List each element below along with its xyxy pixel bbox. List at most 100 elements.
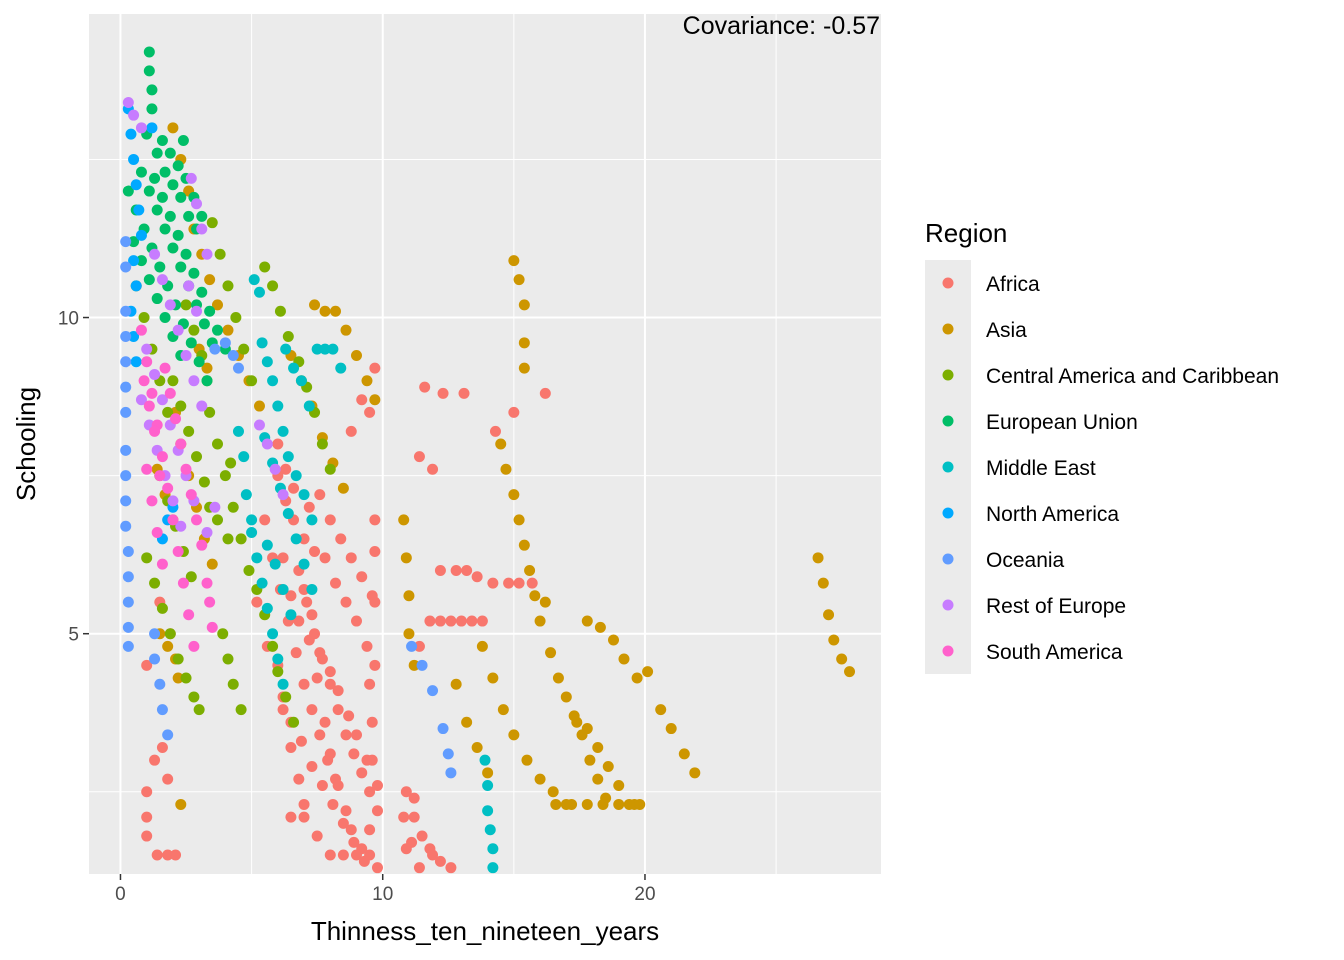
data-point bbox=[282, 451, 294, 463]
data-point bbox=[458, 387, 470, 399]
data-point bbox=[434, 855, 446, 867]
data-point bbox=[172, 160, 184, 172]
data-point bbox=[120, 356, 132, 368]
data-point bbox=[272, 653, 284, 665]
y-axis-title: Schooling bbox=[11, 387, 41, 501]
data-point bbox=[206, 621, 218, 633]
data-point bbox=[482, 767, 494, 779]
data-point bbox=[280, 343, 292, 355]
data-point bbox=[180, 299, 192, 311]
data-point bbox=[188, 267, 200, 279]
data-point bbox=[259, 261, 271, 273]
y-tick-label: 10 bbox=[58, 309, 79, 330]
x-tick-label: 0 bbox=[115, 884, 126, 905]
data-point bbox=[141, 811, 153, 823]
data-point bbox=[345, 425, 357, 437]
data-point bbox=[513, 514, 525, 526]
data-point bbox=[193, 704, 205, 716]
data-point bbox=[261, 356, 273, 368]
data-point bbox=[130, 356, 142, 368]
data-point bbox=[141, 659, 153, 671]
data-point bbox=[156, 742, 168, 754]
data-point bbox=[201, 362, 213, 374]
data-point bbox=[162, 640, 174, 652]
data-point bbox=[156, 451, 168, 463]
data-point bbox=[298, 489, 310, 501]
legend-label: European Union bbox=[986, 411, 1138, 434]
data-point bbox=[170, 413, 182, 425]
data-point bbox=[219, 470, 231, 482]
data-point bbox=[316, 438, 328, 450]
data-point bbox=[238, 451, 250, 463]
data-point bbox=[272, 400, 284, 412]
data-point bbox=[209, 343, 221, 355]
data-point bbox=[180, 463, 192, 475]
data-point bbox=[403, 628, 415, 640]
data-point bbox=[364, 824, 376, 836]
series-asia bbox=[151, 122, 856, 810]
data-point bbox=[120, 495, 132, 507]
data-point bbox=[177, 134, 189, 146]
legend-key bbox=[942, 277, 954, 289]
data-point bbox=[277, 678, 289, 690]
data-point bbox=[330, 305, 342, 317]
data-point bbox=[631, 672, 643, 684]
data-point bbox=[128, 236, 140, 248]
data-point bbox=[419, 381, 431, 393]
data-point bbox=[138, 375, 150, 387]
data-point bbox=[183, 280, 195, 292]
data-point bbox=[240, 489, 252, 501]
data-point bbox=[269, 463, 281, 475]
x-tick-label: 10 bbox=[372, 884, 393, 905]
data-point bbox=[212, 438, 224, 450]
data-point bbox=[324, 678, 336, 690]
data-point bbox=[403, 590, 415, 602]
data-point bbox=[167, 514, 179, 526]
legend-label: Africa bbox=[986, 273, 1040, 296]
data-point bbox=[345, 824, 357, 836]
data-point bbox=[201, 248, 213, 260]
data-point bbox=[369, 394, 381, 406]
data-point bbox=[143, 185, 155, 197]
data-point bbox=[508, 406, 520, 418]
data-point bbox=[162, 406, 174, 418]
data-point bbox=[227, 678, 239, 690]
data-point bbox=[581, 723, 593, 735]
data-point bbox=[149, 368, 161, 380]
data-point bbox=[130, 179, 142, 191]
data-point bbox=[167, 179, 179, 191]
data-point bbox=[246, 527, 258, 539]
data-point bbox=[539, 387, 551, 399]
data-point bbox=[340, 596, 352, 608]
data-point bbox=[545, 647, 557, 659]
data-point bbox=[156, 191, 168, 203]
data-point bbox=[319, 343, 331, 355]
data-point bbox=[261, 602, 273, 614]
x-tick-label: 20 bbox=[634, 884, 655, 905]
data-point bbox=[366, 754, 378, 766]
data-point bbox=[159, 362, 171, 374]
data-point bbox=[461, 564, 473, 576]
data-point bbox=[337, 817, 349, 829]
data-point bbox=[159, 312, 171, 324]
data-point bbox=[288, 716, 300, 728]
data-point bbox=[445, 862, 457, 874]
data-point bbox=[204, 274, 216, 286]
data-point bbox=[188, 375, 200, 387]
data-point bbox=[143, 400, 155, 412]
data-point bbox=[303, 400, 315, 412]
data-point bbox=[188, 324, 200, 336]
legend-label: Asia bbox=[986, 319, 1027, 342]
x-axis-title: Thinness_ten_nineteen_years bbox=[311, 916, 659, 946]
data-point bbox=[597, 798, 609, 810]
data-point bbox=[311, 672, 323, 684]
data-point bbox=[188, 640, 200, 652]
data-point bbox=[180, 349, 192, 361]
data-point bbox=[159, 166, 171, 178]
data-point bbox=[122, 596, 134, 608]
data-point bbox=[348, 836, 360, 848]
data-point bbox=[149, 628, 161, 640]
data-point bbox=[164, 299, 176, 311]
data-point bbox=[518, 337, 530, 349]
data-point bbox=[196, 210, 208, 222]
